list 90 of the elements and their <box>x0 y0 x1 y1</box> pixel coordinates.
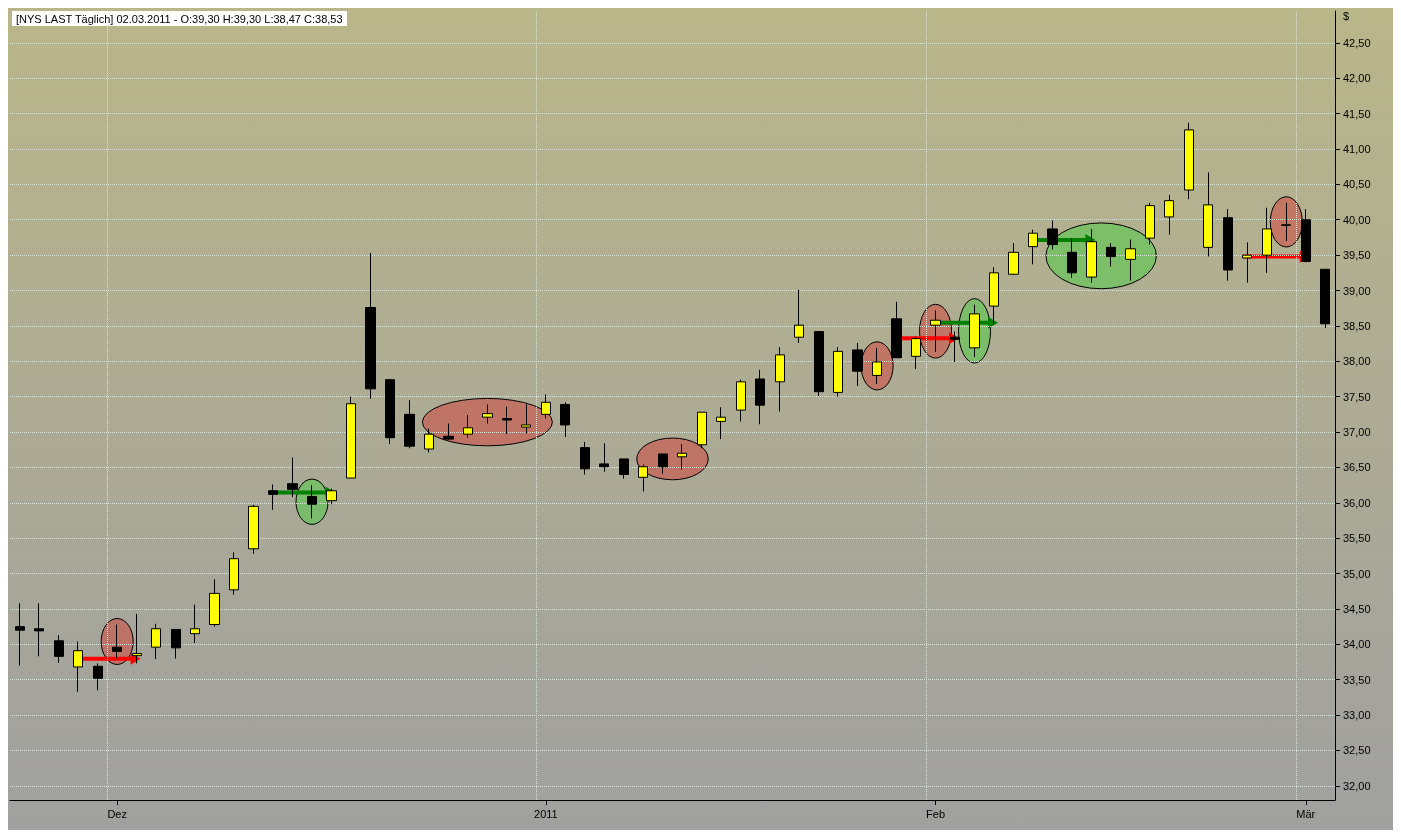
candlestick <box>54 634 64 664</box>
y-tick-label: 35,50 <box>1343 532 1371 545</box>
candlestick <box>463 414 473 439</box>
y-tick-label: 32,00 <box>1343 779 1371 792</box>
candlestick <box>969 304 980 358</box>
candlestick <box>1145 202 1155 246</box>
y-tick-label: 42,50 <box>1343 36 1371 49</box>
candlestick <box>1242 241 1252 284</box>
candlestick <box>716 406 726 440</box>
y-tick-label: 34,50 <box>1343 602 1371 615</box>
y-tick-label: 38,50 <box>1343 319 1371 332</box>
y-tick-label: 41,00 <box>1343 142 1371 155</box>
y-tick-label: 33,00 <box>1343 709 1371 722</box>
y-tick-label: 36,50 <box>1343 461 1371 474</box>
candlestick <box>541 394 551 420</box>
y-tick-label: 42,00 <box>1343 72 1371 85</box>
candlestick <box>73 640 83 693</box>
y-axis-title: $ <box>1343 9 1350 22</box>
candlestick <box>171 628 181 659</box>
candlestick <box>209 578 220 628</box>
x-tick-label: Mär <box>1296 807 1316 820</box>
candlestick <box>891 301 902 359</box>
candlestick <box>15 602 25 667</box>
candlestick <box>287 457 298 498</box>
candlestick <box>385 379 395 445</box>
candlestick <box>911 336 921 370</box>
x-tick-label: Dez <box>107 807 127 820</box>
candlestick <box>346 396 356 479</box>
y-tick-label: 41,50 <box>1343 107 1371 120</box>
candlestick <box>736 379 746 422</box>
candlestick <box>560 401 570 438</box>
candlestick <box>1125 239 1136 282</box>
candlestick <box>1106 242 1116 267</box>
candlestick <box>814 331 824 397</box>
candlestick <box>151 623 161 660</box>
candlestick <box>619 458 629 480</box>
y-tick-label: 34,00 <box>1343 638 1371 651</box>
candlestick <box>677 443 687 471</box>
y-tick-label: 32,50 <box>1343 744 1371 757</box>
candlestick <box>482 403 493 425</box>
chart-title: [NYS LAST Täglich] 02.03.2011 - O:39,30 H:39,30 L:38,47 C:38,53 <box>16 12 343 25</box>
candlestick <box>1281 202 1291 242</box>
candlestick <box>1262 207 1272 274</box>
candlestick <box>658 453 668 475</box>
candlestick <box>1320 268 1330 329</box>
candlestick <box>1164 194 1174 236</box>
candlestick <box>1223 208 1233 282</box>
x-tick-label: 2011 <box>534 807 558 820</box>
candlestick <box>34 602 44 657</box>
candlestick <box>833 346 843 398</box>
candlestick <box>1008 242 1019 276</box>
candlestick <box>1028 229 1038 265</box>
candlestick <box>404 399 415 449</box>
y-tick-label: 39,00 <box>1343 284 1371 297</box>
candlestick <box>521 403 531 434</box>
y-tick-label: 37,00 <box>1343 426 1371 439</box>
candlestick <box>930 309 941 353</box>
candlestick <box>1203 171 1213 258</box>
y-tick-label: 33,50 <box>1343 673 1371 686</box>
candlestick <box>93 662 103 691</box>
candlestick <box>638 464 648 492</box>
candlestick <box>502 406 512 435</box>
y-tick-label: 38,00 <box>1343 355 1371 368</box>
y-tick-label: 40,50 <box>1343 178 1371 191</box>
candlestick <box>112 624 122 659</box>
y-tick-label: 36,00 <box>1343 496 1371 509</box>
candlestick <box>365 252 376 400</box>
candlestick <box>599 442 609 473</box>
candlestick <box>268 483 278 511</box>
candlestick <box>424 428 434 454</box>
candlestick <box>229 551 239 596</box>
candlestick <box>248 504 259 555</box>
candlestick <box>190 604 200 644</box>
candlestick <box>755 369 765 425</box>
candlestick <box>872 347 882 385</box>
candlestick <box>580 441 590 475</box>
candlestick <box>443 423 454 441</box>
y-tick-label: 35,00 <box>1343 567 1371 580</box>
candlestick <box>775 346 785 413</box>
y-tick-label: 39,50 <box>1343 249 1371 262</box>
candlestick <box>1047 219 1058 250</box>
candlestick <box>697 411 707 449</box>
candlestick <box>1067 237 1077 279</box>
candlestick <box>794 289 804 344</box>
y-tick-label: 40,00 <box>1343 213 1371 226</box>
candlestick <box>307 484 317 519</box>
candlestick <box>1184 122 1194 200</box>
y-tick-label: 37,50 <box>1343 390 1371 403</box>
x-tick-label: Feb <box>926 807 946 820</box>
candlestick <box>852 342 863 387</box>
